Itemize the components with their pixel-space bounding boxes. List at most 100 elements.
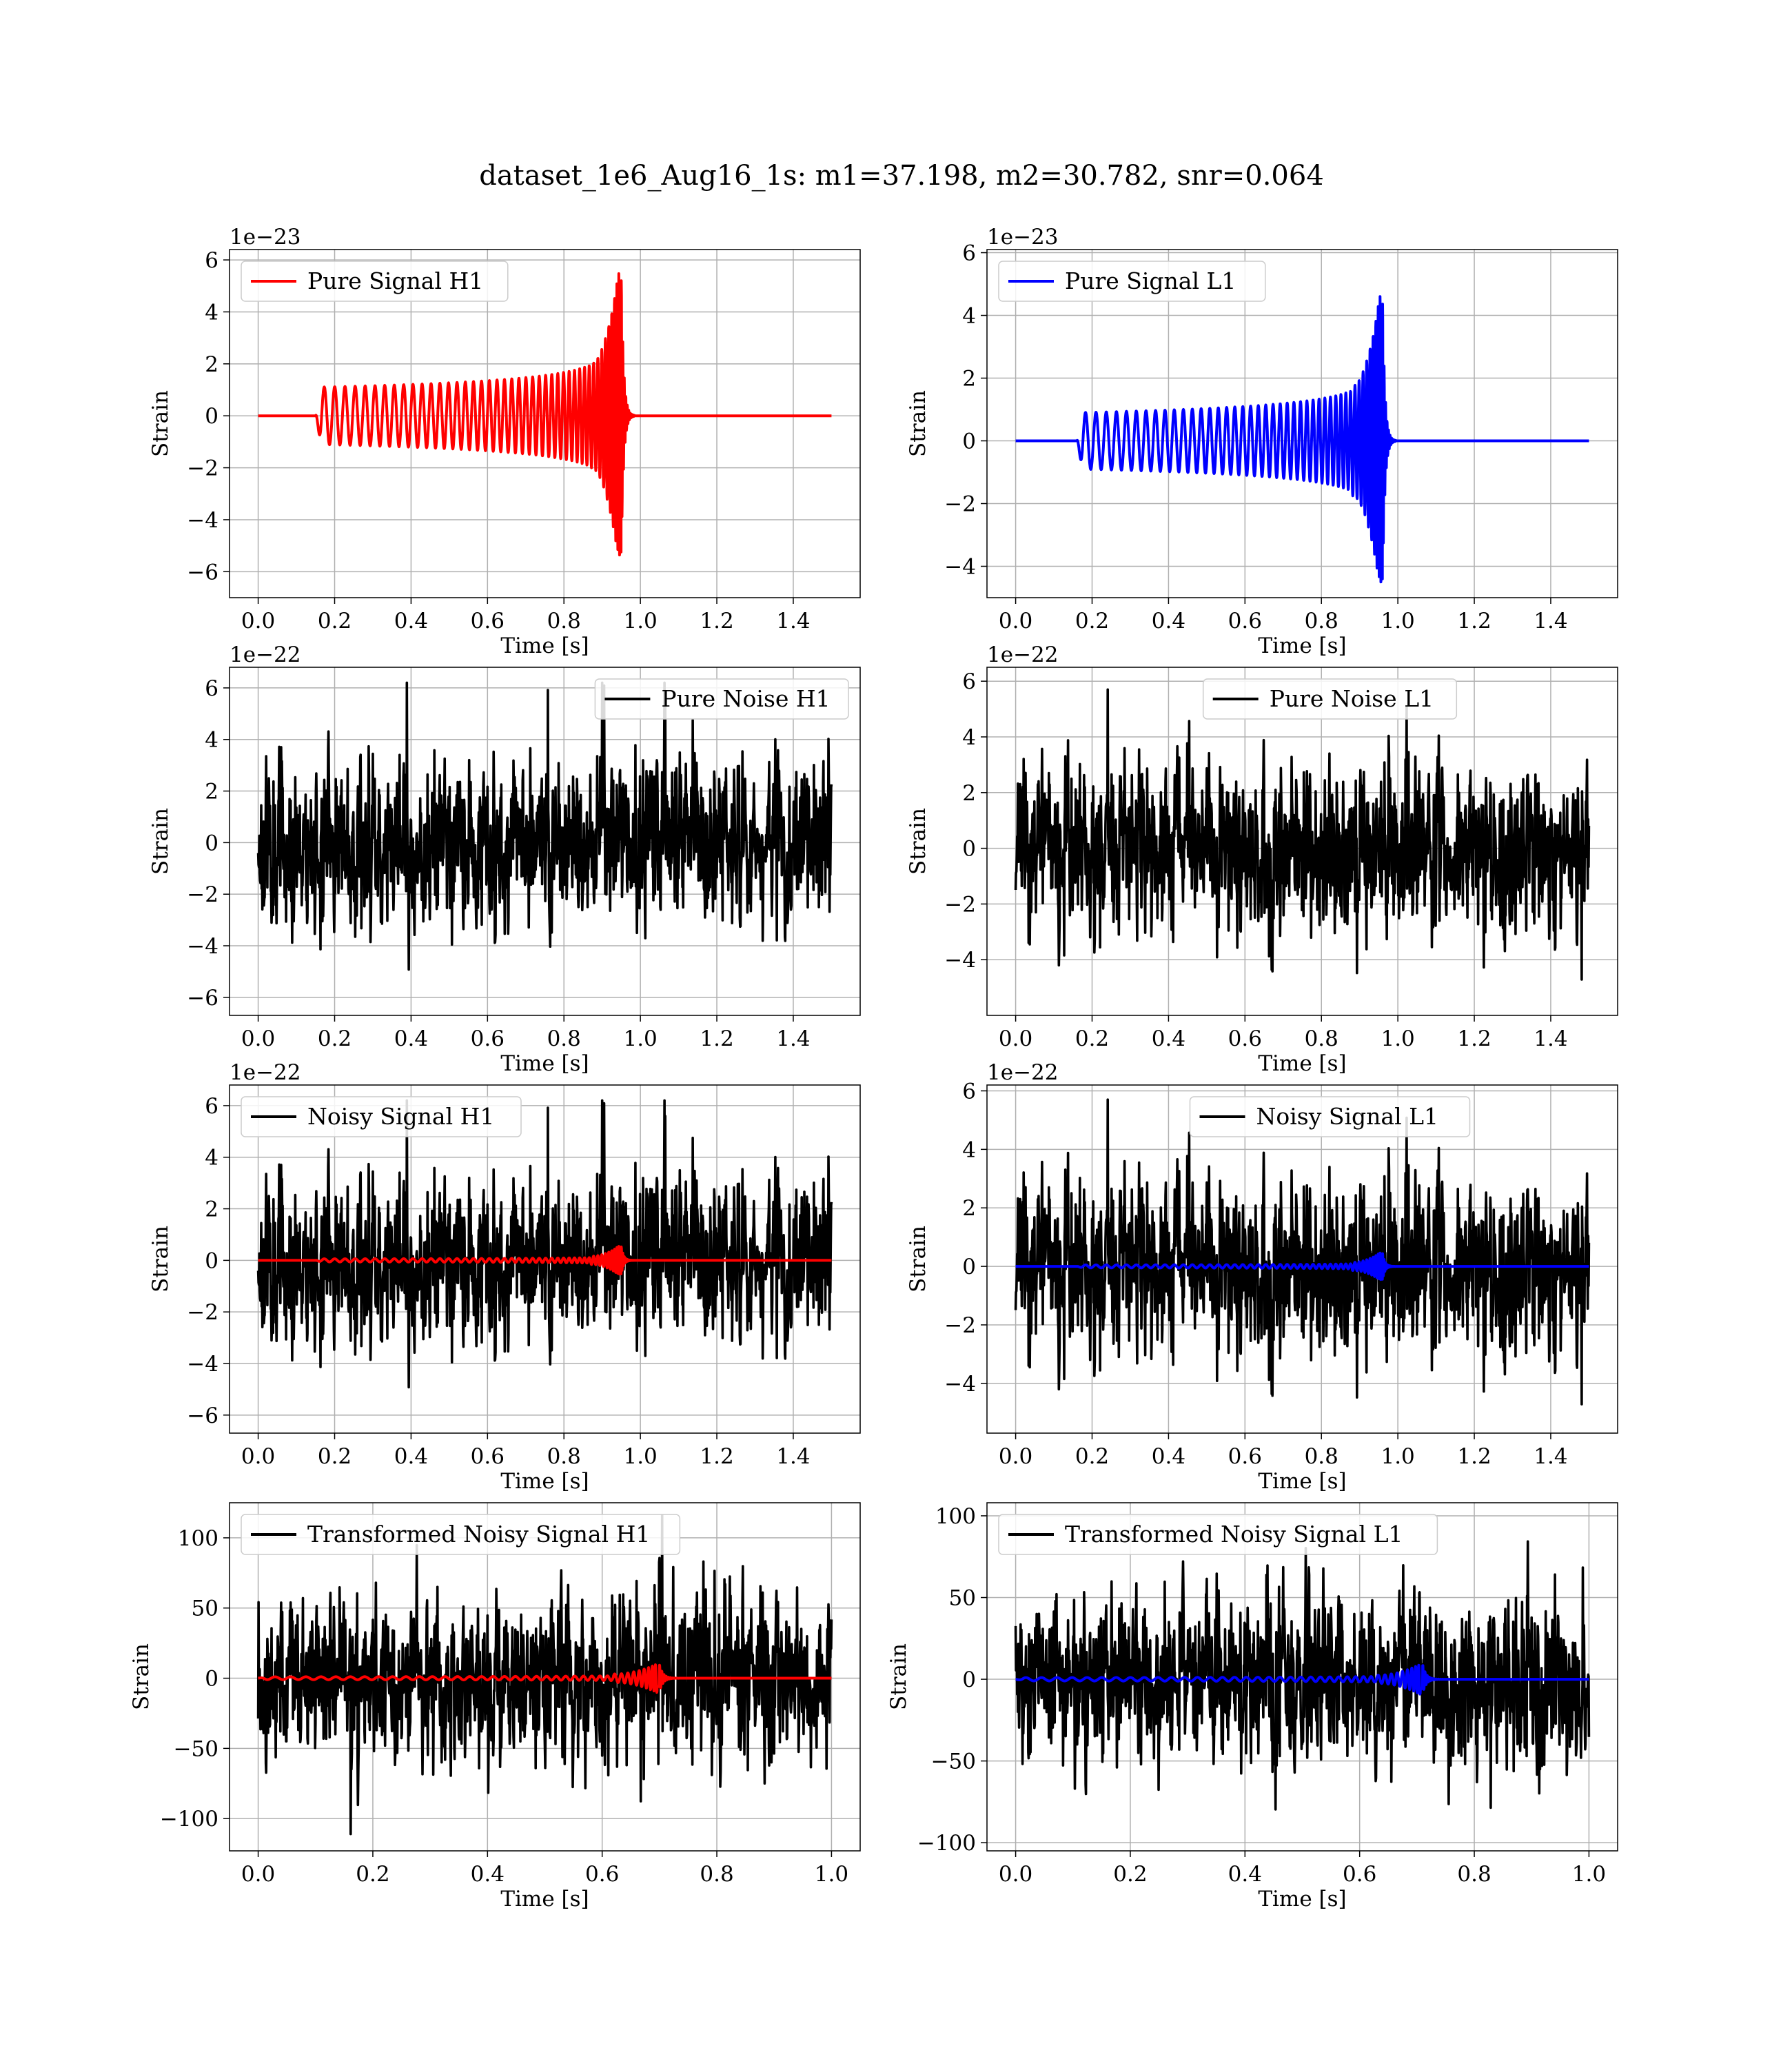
figure-title: dataset_1e6_Aug16_1s: m1=37.198, m2=30.7… <box>479 160 1324 192</box>
x-tick-label: 1.2 <box>700 1026 733 1051</box>
legend-box <box>241 1096 522 1137</box>
x-tick-label: 0.4 <box>471 1862 505 1887</box>
y-tick-label: 0 <box>205 831 218 855</box>
y-offset-label: 1e−22 <box>987 642 1059 667</box>
y-axis-label: Strain <box>129 1643 154 1710</box>
y-tick-label: 4 <box>962 304 976 329</box>
x-tick-label: 1.0 <box>1381 1444 1414 1469</box>
y-tick-label: −100 <box>160 1807 218 1832</box>
y-offset-label: 1e−22 <box>230 642 301 667</box>
x-axis-label: Time [s] <box>500 1887 589 1912</box>
legend-box <box>594 678 849 720</box>
y-axis-label: Strain <box>148 808 173 875</box>
x-tick-label: 0.4 <box>1228 1862 1262 1887</box>
y-tick-label: 0 <box>205 1248 218 1273</box>
y-tick-label: 2 <box>205 1197 218 1222</box>
x-tick-label: 0.0 <box>241 1026 275 1051</box>
y-tick-label: −2 <box>187 1300 218 1325</box>
x-tick-label: 1.0 <box>623 1444 657 1469</box>
axes-frame <box>986 1084 1618 1434</box>
x-tick-label: 0.6 <box>471 609 505 633</box>
y-offset-label: 1e−22 <box>987 1060 1059 1085</box>
x-axis-label: Time [s] <box>500 633 589 658</box>
y-tick-label: −6 <box>187 1403 218 1428</box>
legend-label: Pure Signal L1 <box>1065 267 1236 294</box>
x-tick-label: 0.4 <box>394 1444 428 1469</box>
y-offset-label: 1e−23 <box>987 225 1059 250</box>
y-tick-label: 6 <box>962 1079 976 1104</box>
x-tick-label: 1.2 <box>1457 1444 1491 1469</box>
series-line-signal-overlay <box>256 1245 833 1276</box>
subplot-noisy-signal-l1: 0.0 0.2 0.4 0.6 0.8 1.0 1.2 1.4 −4 −2 0 2 4 6 1e−22 Tim… <box>906 1060 1618 1494</box>
subplot-transformed-noisy-signal-h1: 0.0 0.2 0.4 0.6 0.8 1.0 −100 −50 0 50 100 Time [s] S… <box>129 1502 861 1912</box>
x-tick-label: 0.8 <box>547 609 581 633</box>
x-axis-label: Time [s] <box>1258 1051 1346 1076</box>
y-axis-label: Strain <box>148 1226 173 1292</box>
legend: Pure Signal H1 <box>241 261 509 302</box>
x-axis-label: Time [s] <box>1258 633 1346 658</box>
axes-frame <box>229 1084 861 1434</box>
y-axis-label: Strain <box>886 1643 911 1710</box>
y-tick-label: 4 <box>205 300 218 325</box>
legend-label: Noisy Signal H1 <box>307 1103 494 1130</box>
y-tick-label: 2 <box>962 1196 976 1221</box>
legend: Pure Noise L1 <box>1202 678 1458 720</box>
series-line-transformed-noisy-signal-l1 <box>1014 1540 1591 1811</box>
legend: Noisy Signal L1 <box>1189 1096 1471 1137</box>
y-tick-label: 4 <box>205 728 218 753</box>
x-tick-label: 0.2 <box>1113 1862 1147 1887</box>
x-tick-label: 0.0 <box>999 609 1032 633</box>
y-tick-label: 100 <box>935 1504 976 1529</box>
y-tick-label: 2 <box>205 780 218 804</box>
x-tick-label: 1.4 <box>1534 609 1567 633</box>
x-tick-label: 0.6 <box>1343 1862 1376 1887</box>
series-line-pure-signal-l1 <box>1014 295 1591 584</box>
y-tick-label: 0 <box>205 404 218 429</box>
y-offset-label: 1e−23 <box>230 225 301 250</box>
y-axis-label: Strain <box>906 1226 930 1292</box>
x-tick-label: 1.4 <box>1534 1444 1567 1469</box>
x-tick-label: 0.8 <box>700 1862 733 1887</box>
y-offset-label: 1e−22 <box>230 1060 301 1085</box>
x-tick-label: 0.8 <box>547 1444 581 1469</box>
x-tick-label: 0.0 <box>241 609 275 633</box>
y-tick-label: −6 <box>187 560 218 585</box>
y-tick-label: 4 <box>962 1137 976 1162</box>
legend-label: Pure Signal H1 <box>307 267 483 294</box>
y-tick-label: 50 <box>949 1586 976 1611</box>
legend-label: Pure Noise L1 <box>1270 685 1434 712</box>
y-tick-label: 6 <box>205 676 218 701</box>
x-tick-label: 0.0 <box>999 1862 1032 1887</box>
y-tick-label: 0 <box>962 1255 976 1279</box>
y-tick-label: 6 <box>205 1094 218 1119</box>
subplot-pure-noise-l1: 0.0 0.2 0.4 0.6 0.8 1.0 1.2 1.4 −4 −2 0 2 4 6 1e−22 Tim… <box>906 642 1618 1076</box>
y-tick-label: 4 <box>962 725 976 750</box>
legend-box <box>1189 1096 1471 1137</box>
x-tick-label: 0.4 <box>394 1026 428 1051</box>
y-tick-label: 2 <box>205 352 218 377</box>
legend-box <box>1202 678 1458 720</box>
series-line-noisy-signal-h1 <box>256 1099 833 1389</box>
x-tick-label: 0.2 <box>318 1444 352 1469</box>
legend: Noisy Signal H1 <box>241 1096 522 1137</box>
series-line-pure-noise-l1 <box>1014 688 1591 981</box>
legend: Transformed Noisy Signal H1 <box>241 1514 681 1555</box>
axes-frame <box>229 1502 861 1852</box>
x-tick-label: 0.2 <box>318 1026 352 1051</box>
y-tick-label: −100 <box>917 1831 976 1856</box>
y-tick-label: 0 <box>962 1667 976 1692</box>
legend: Pure Signal L1 <box>998 261 1266 302</box>
series-line-signal-overlay <box>1014 1251 1591 1281</box>
subplot-grid: 0.0 0.2 0.4 0.6 0.8 1.0 1.2 1.4 −6 −4 −2 0 2 4 6 1e−23 T… <box>129 225 1618 1912</box>
y-tick-label: −2 <box>944 492 976 517</box>
x-axis-label: Time [s] <box>1258 1887 1346 1912</box>
x-tick-label: 0.2 <box>1075 609 1109 633</box>
y-tick-label: 0 <box>205 1667 218 1692</box>
x-tick-label: 0.6 <box>471 1444 505 1469</box>
y-tick-label: 0 <box>962 837 976 862</box>
y-tick-label: 6 <box>205 248 218 273</box>
x-tick-label: 0.2 <box>1075 1026 1109 1051</box>
y-tick-label: −4 <box>187 934 218 959</box>
y-tick-label: −4 <box>944 1372 976 1397</box>
series-line-pure-noise-h1 <box>256 681 833 971</box>
